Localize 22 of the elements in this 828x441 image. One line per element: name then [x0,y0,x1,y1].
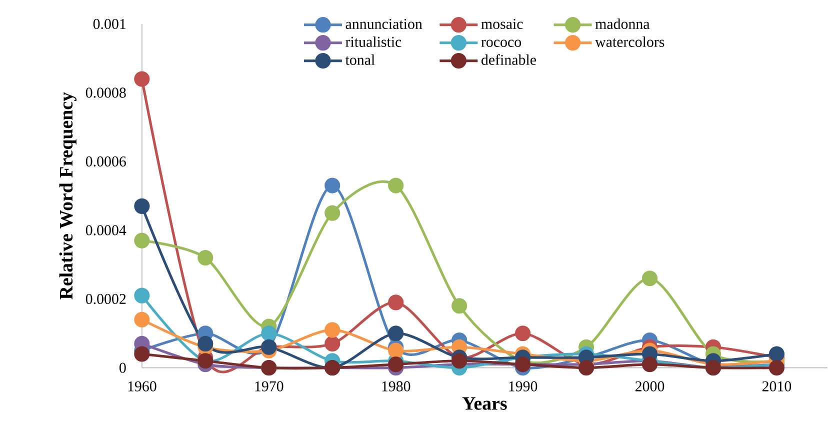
x-tick-label: 1980 [382,381,410,392]
legend-label: watercolors [595,36,664,48]
x-tick-label: 2010 [762,381,792,392]
x-tick-label: 1990 [509,381,538,392]
x-tick-label: 2000 [635,381,664,392]
legend-label: tonal [345,54,375,66]
legend-label: annunciation [346,19,422,30]
y-tick-label: 0.0004 [86,225,126,236]
y-tick-label: 0 [120,362,126,373]
x-tick-label: 1970 [255,381,284,392]
legend-label: definable [481,54,536,66]
y-tick-label: 0.0008 [86,88,126,98]
legend-label: ritualistic [346,36,402,48]
legend-label: mosaic [481,19,523,30]
legend-label: madonna [595,18,650,30]
y-tick-label: 0.0006 [86,156,126,167]
y-tick-label: 0.001 [93,19,126,30]
x-axis-title: Years [462,397,507,410]
x-tick-label: 1960 [128,381,156,392]
y-axis-title: Relative Word Frequency [59,92,76,300]
legend-label: rococo [481,40,522,48]
y-tick-label: 0.0002 [86,294,126,304]
